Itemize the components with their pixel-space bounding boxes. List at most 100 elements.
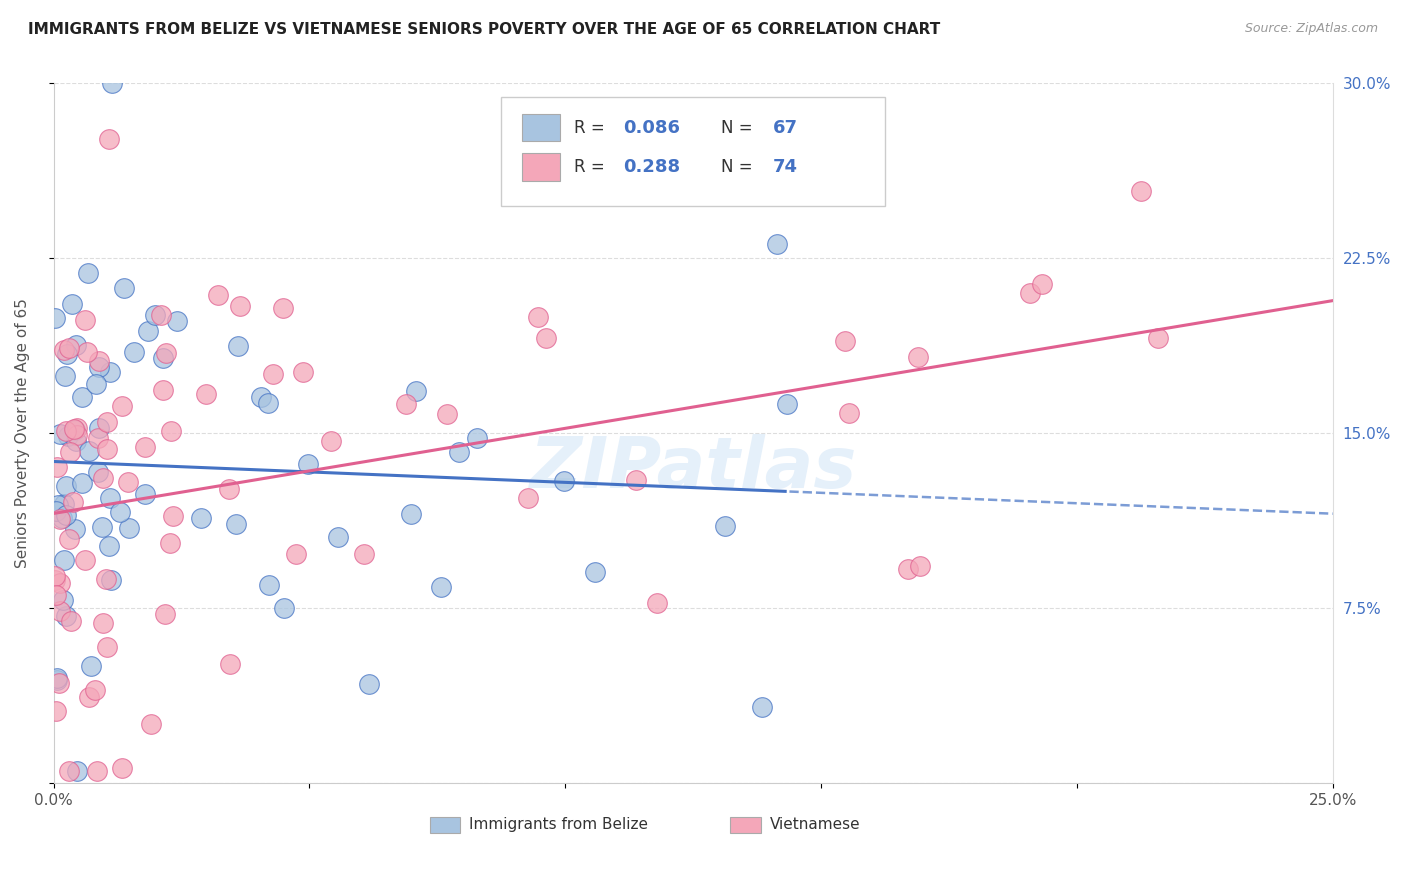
Point <box>49 604 72 618</box>
Point <box>53 497 76 511</box>
FancyBboxPatch shape <box>430 816 460 833</box>
Text: ZIPatlas: ZIPatlas <box>530 434 856 503</box>
Point <box>430 581 453 595</box>
Point <box>162 508 184 523</box>
Point <box>449 445 471 459</box>
Point <box>48 676 70 690</box>
Point <box>45 704 67 718</box>
Point <box>63 422 86 436</box>
Point <box>55 508 77 523</box>
Point <box>271 301 294 315</box>
Point <box>45 671 67 685</box>
Point <box>273 600 295 615</box>
Point <box>190 510 212 524</box>
Point <box>152 351 174 365</box>
FancyBboxPatch shape <box>730 816 761 833</box>
Point <box>405 384 427 398</box>
Point <box>118 521 141 535</box>
Y-axis label: Seniors Poverty Over the Age of 65: Seniors Poverty Over the Age of 65 <box>15 298 30 568</box>
Point <box>75 552 97 566</box>
Point <box>91 615 114 630</box>
Point <box>117 475 139 490</box>
Point <box>100 573 122 587</box>
Point <box>52 343 75 358</box>
Point <box>98 365 121 379</box>
Point <box>897 562 920 576</box>
Point <box>55 479 77 493</box>
Point <box>152 383 174 397</box>
FancyBboxPatch shape <box>522 153 560 181</box>
Point <box>218 657 240 672</box>
Point <box>1129 184 1152 198</box>
Text: Immigrants from Belize: Immigrants from Belize <box>470 817 648 832</box>
Point <box>527 310 550 324</box>
Point <box>91 520 114 534</box>
FancyBboxPatch shape <box>522 113 560 142</box>
Point <box>98 491 121 505</box>
Text: 0.288: 0.288 <box>623 159 681 177</box>
Point <box>87 353 110 368</box>
Point <box>60 614 83 628</box>
Text: N =: N = <box>721 159 758 177</box>
Point <box>45 504 67 518</box>
Point <box>766 237 789 252</box>
Point <box>207 287 229 301</box>
Text: 0.086: 0.086 <box>623 119 681 136</box>
Point <box>45 588 67 602</box>
Point <box>97 539 120 553</box>
Point <box>100 77 122 91</box>
Point <box>44 569 66 583</box>
Point <box>77 266 100 280</box>
Point <box>357 676 380 690</box>
Point <box>134 440 156 454</box>
Point <box>228 339 250 353</box>
Point <box>124 344 146 359</box>
Point <box>58 532 80 546</box>
Point <box>465 431 488 445</box>
Point <box>353 547 375 561</box>
Point <box>72 390 94 404</box>
Point <box>89 359 111 374</box>
Point <box>87 465 110 479</box>
Point <box>194 387 217 401</box>
Point <box>84 682 107 697</box>
Point <box>149 309 172 323</box>
Point <box>49 512 72 526</box>
Point <box>58 764 80 779</box>
Point <box>534 330 557 344</box>
Point <box>96 415 118 429</box>
Point <box>436 407 458 421</box>
Point <box>159 536 181 550</box>
Point <box>59 445 82 459</box>
Point <box>225 516 247 531</box>
Point <box>53 553 76 567</box>
Point <box>63 522 86 536</box>
Point <box>44 573 66 587</box>
Point <box>65 337 87 351</box>
Point <box>143 308 166 322</box>
Point <box>257 396 280 410</box>
Point <box>517 491 540 505</box>
Point <box>45 460 67 475</box>
Point <box>218 482 240 496</box>
Point <box>80 658 103 673</box>
Point <box>44 310 66 325</box>
Point <box>62 494 84 508</box>
Point <box>98 132 121 146</box>
Text: 67: 67 <box>772 119 797 136</box>
Text: Source: ZipAtlas.com: Source: ZipAtlas.com <box>1244 22 1378 36</box>
Point <box>94 572 117 586</box>
Point <box>907 350 929 364</box>
Point <box>53 369 76 384</box>
Point <box>166 314 188 328</box>
Point <box>229 299 252 313</box>
Point <box>77 690 100 705</box>
Point <box>1018 286 1040 301</box>
Point <box>58 342 80 356</box>
Point <box>262 367 284 381</box>
Point <box>58 429 80 443</box>
Point <box>285 548 308 562</box>
Point <box>49 427 72 442</box>
Point <box>155 345 177 359</box>
Text: N =: N = <box>721 119 758 136</box>
